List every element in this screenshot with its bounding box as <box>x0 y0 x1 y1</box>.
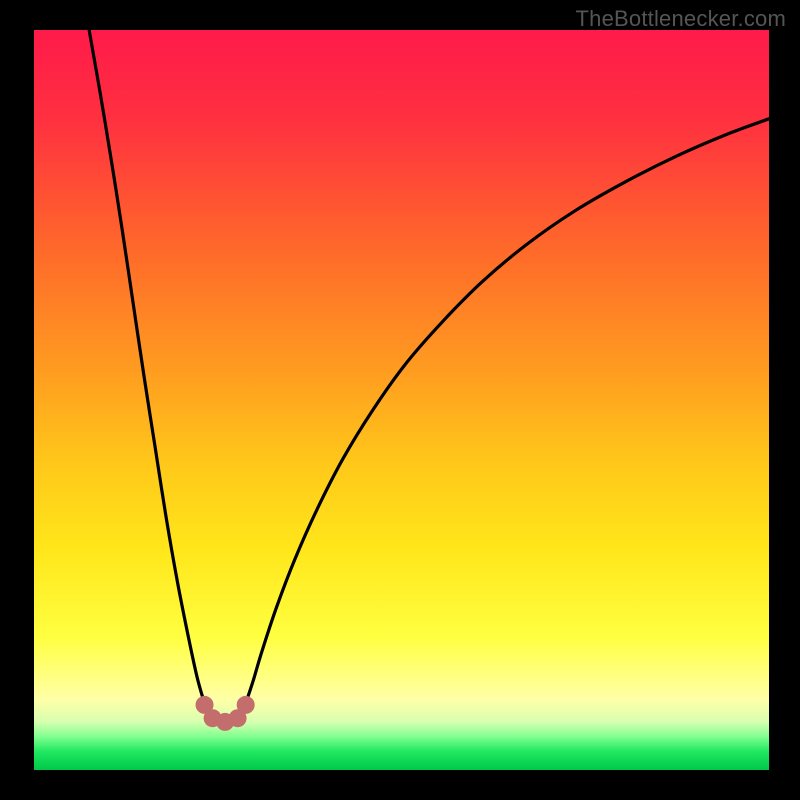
chart-frame: TheBottlenecker.com <box>0 0 800 800</box>
bottleneck-chart <box>34 30 769 770</box>
gradient-background <box>34 30 769 770</box>
notch-marker <box>237 696 255 714</box>
watermark-text: TheBottlenecker.com <box>576 6 786 32</box>
